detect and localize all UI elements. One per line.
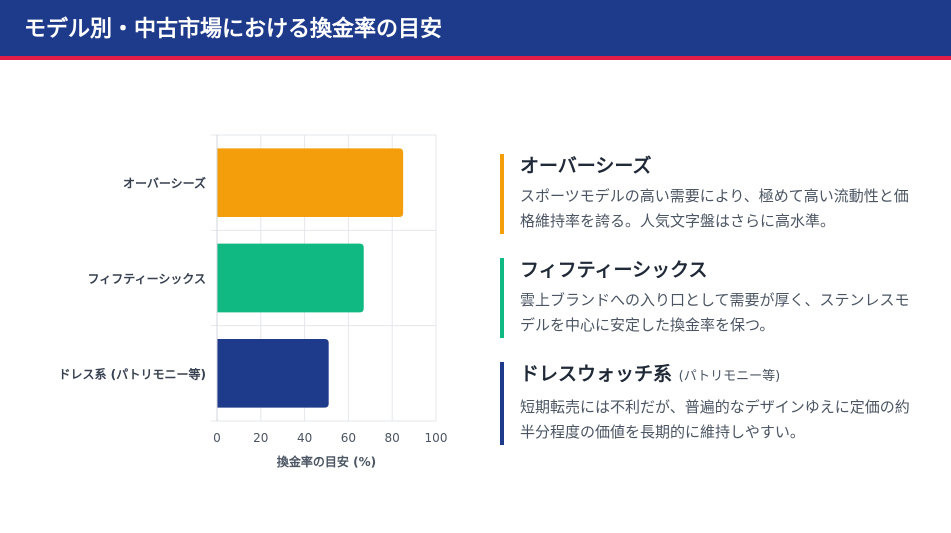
card-title-text: ドレスウォッチ系 [520,363,673,385]
x-axis-label: 換金率の目安 (%) [277,454,376,469]
card-title: オーバーシーズ [520,154,920,178]
card-description: 雲上ブランドへの入り口として需要が厚く、ステンレスモデルを中心に安定した換金率を… [520,291,910,334]
bar [217,243,364,313]
card-description: 短期転売には不利だが、普遍的なデザインゆえに定価の約半分程度の価値を長期的に維持… [520,398,910,441]
bar [217,339,329,408]
category-label: ドレス系 (パトリモニー等) [58,366,206,381]
card-description: スポーツモデルの高い需要により、極めて高い流動性と価格維持率を誇る。人気文字盤は… [520,187,909,230]
category-label: オーバーシーズ [123,176,206,191]
card-title: ドレスウォッチ系 (パトリモニー等) [520,362,920,389]
x-tick-label: 40 [297,431,312,445]
card-title-text: オーバーシーズ [520,155,652,177]
card-title: フィフティーシックス [520,258,920,282]
card-overseas: オーバーシーズ スポーツモデルの高い需要により、極めて高い流動性と価格維持率を誇… [500,154,920,234]
x-tick-label: 80 [385,431,400,445]
card-dress: ドレスウォッチ系 (パトリモニー等) 短期転売には不利だが、普遍的なデザインゆえ… [500,362,920,445]
category-label: フィフティーシックス [88,272,206,286]
bar [217,148,404,217]
page-header: モデル別・中古市場における換金率の目安 [0,0,951,60]
card-title-note: (パトリモニー等) [678,369,781,384]
card-fiftysix: フィフティーシックス 雲上ブランドへの入り口として需要が厚く、ステンレスモデルを… [500,258,920,338]
card-title-text: フィフティーシックス [520,259,708,281]
x-tick-label: 100 [425,431,448,445]
x-tick-label: 0 [213,431,221,445]
x-tick-label: 60 [341,431,356,445]
page-title: モデル別・中古市場における換金率の目安 [24,17,443,42]
x-tick-label: 20 [253,431,268,445]
